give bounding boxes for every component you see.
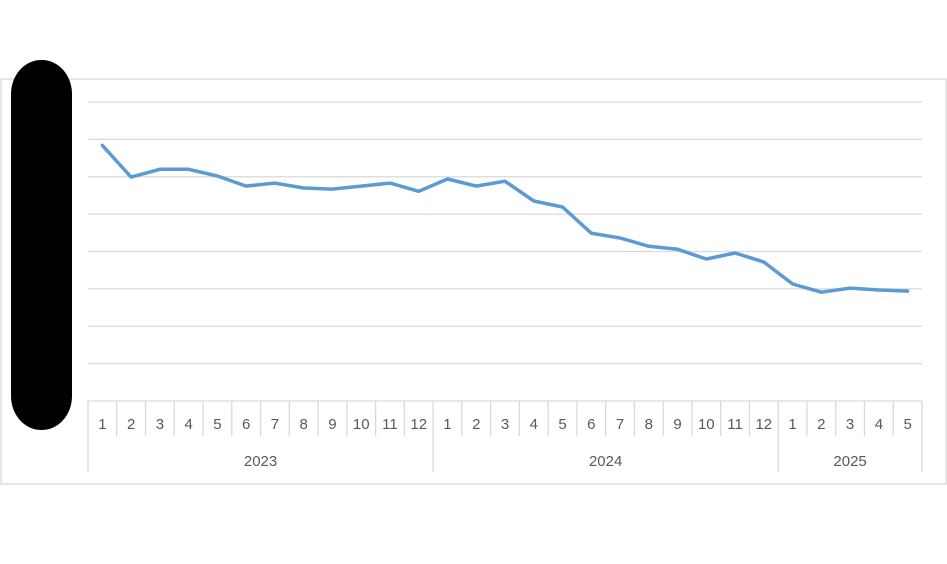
x-tick-label: 5	[213, 416, 221, 433]
x-tick-label: 1	[98, 416, 106, 433]
x-tick-label: 1	[788, 416, 796, 433]
x-tick-label: 6	[587, 416, 595, 433]
x-tick-label: 3	[156, 416, 164, 433]
x-tick-label: 5	[903, 416, 911, 433]
x-tick-label: 7	[271, 416, 279, 433]
redaction	[11, 60, 72, 430]
group-label: 2025	[833, 453, 866, 470]
x-tick-label: 1	[443, 416, 451, 433]
x-tick-label: 11	[727, 416, 743, 433]
x-tick-label: 6	[242, 416, 250, 433]
x-tick-label: 12	[755, 416, 772, 433]
x-tick-label: 2	[127, 416, 135, 433]
x-tick-label: 3	[846, 416, 854, 433]
x-tick-label: 4	[530, 416, 538, 433]
x-tick-label: 7	[616, 416, 624, 433]
x-tick-label: 8	[645, 416, 653, 433]
x-tick-label: 9	[328, 416, 336, 433]
x-tick-label: 12	[410, 416, 427, 433]
x-tick-label: 10	[353, 416, 370, 433]
series-line	[100, 143, 910, 294]
group-label: 2023	[244, 453, 277, 470]
x-tick-label: 5	[558, 416, 566, 433]
x-tick-label: 2	[817, 416, 825, 433]
x-tick-label: 10	[698, 416, 715, 433]
x-tick-label: 4	[875, 416, 883, 433]
x-tick-label: 8	[300, 416, 308, 433]
group-label: 2024	[589, 453, 622, 470]
x-tick-label: 3	[501, 416, 509, 433]
x-tick-label: 2	[472, 416, 480, 433]
x-tick-label: 9	[673, 416, 681, 433]
x-tick-label: 4	[184, 416, 192, 433]
x-tick-label: 11	[382, 416, 398, 433]
